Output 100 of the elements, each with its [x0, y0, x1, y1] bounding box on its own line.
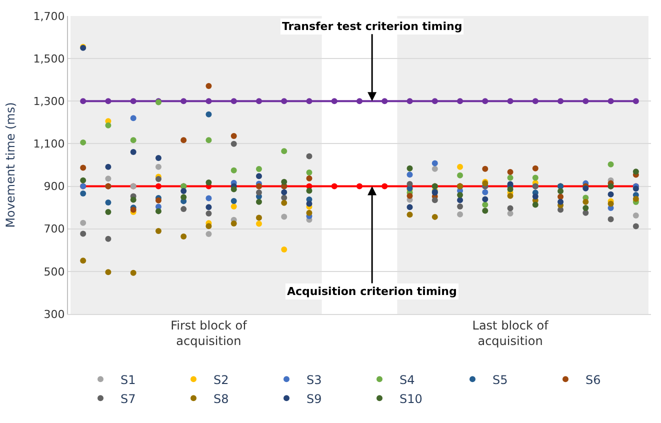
point: [507, 186, 514, 192]
point: [230, 98, 237, 104]
point: [306, 153, 312, 160]
point: [432, 160, 438, 166]
y-tick-label: 500: [44, 265, 65, 278]
point: [130, 115, 136, 122]
point: [206, 83, 212, 90]
point: [230, 198, 237, 204]
point: [532, 202, 538, 208]
point: [155, 208, 162, 214]
point: [80, 190, 86, 197]
point: [406, 192, 413, 199]
point: [206, 210, 212, 217]
point: [206, 179, 212, 186]
point: [482, 202, 488, 208]
point: [356, 98, 362, 104]
point: [281, 189, 288, 196]
point: [432, 98, 438, 104]
point: [206, 230, 212, 237]
point: [558, 98, 564, 104]
point: [306, 200, 312, 207]
point: [180, 206, 187, 212]
point: [155, 183, 162, 190]
point: [507, 174, 514, 181]
point: [281, 194, 288, 201]
legend-label: S1: [120, 372, 136, 387]
point: [180, 194, 187, 200]
y-tick-label: 900: [44, 180, 65, 194]
point: [80, 98, 86, 104]
legend-label: S2: [214, 372, 229, 387]
point: [406, 172, 413, 178]
point: [256, 220, 262, 227]
point: [80, 177, 86, 184]
point: [306, 210, 312, 216]
point: [507, 98, 514, 104]
point: [105, 236, 112, 242]
point: [180, 98, 187, 104]
point: [632, 186, 639, 192]
point: [331, 183, 338, 190]
point: [457, 98, 464, 104]
point: [382, 98, 388, 104]
point: [180, 234, 187, 240]
point: [105, 209, 112, 216]
point: [206, 137, 212, 144]
point: [155, 154, 162, 161]
point: [457, 192, 464, 198]
point: [632, 212, 639, 218]
point: [256, 189, 262, 196]
point: [206, 223, 212, 230]
point: [256, 98, 262, 104]
point: [230, 167, 237, 174]
point: [608, 161, 614, 168]
point: [130, 137, 136, 144]
point: [632, 98, 639, 104]
legend-label: S7: [120, 392, 136, 406]
point: [230, 220, 237, 227]
point: [281, 178, 288, 185]
point: [281, 246, 288, 252]
annotation: Transfer test criterion timing: [282, 20, 462, 33]
point: [105, 199, 112, 206]
x-tick-label: First block of acquisition: [170, 318, 248, 348]
point: [432, 166, 438, 172]
point: [206, 195, 212, 202]
point: [532, 194, 538, 200]
point: [306, 175, 312, 182]
legend-label: S10: [400, 392, 422, 406]
point: [105, 176, 112, 182]
point: [532, 165, 538, 172]
point: [230, 140, 237, 147]
point: [230, 204, 237, 210]
y-tick-label: 1,300: [33, 94, 65, 108]
point: [306, 188, 312, 194]
point: [582, 205, 589, 211]
y-tick-label: 1,500: [33, 52, 65, 66]
point: [406, 212, 413, 218]
point: [432, 214, 438, 220]
point: [256, 173, 262, 180]
y-axis-title: Movement time (ms): [4, 102, 18, 228]
y-tick-label: 1,700: [33, 10, 65, 23]
point: [306, 169, 312, 176]
legend-label: S4: [400, 372, 415, 387]
point: [306, 98, 312, 104]
legend-label: S6: [586, 372, 601, 387]
point: [130, 98, 136, 104]
point: [632, 168, 639, 175]
point: [632, 223, 639, 230]
legend-label: S9: [306, 392, 322, 406]
point: [130, 196, 136, 203]
legend-label: S3: [306, 372, 322, 387]
point: [482, 98, 488, 104]
point: [80, 258, 86, 264]
point: [507, 192, 514, 199]
point: [281, 148, 288, 154]
point: [558, 188, 564, 194]
point: [406, 180, 413, 187]
point: [206, 111, 212, 118]
x-tick-label: Last block of acquisition: [472, 318, 550, 348]
point: [256, 214, 262, 221]
point: [180, 137, 187, 144]
point: [608, 98, 614, 104]
